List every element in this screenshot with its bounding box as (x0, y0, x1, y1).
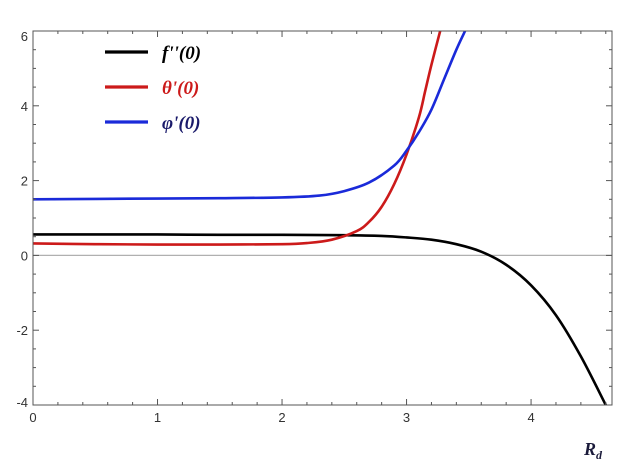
x-tick-label: 4 (527, 410, 534, 425)
x-axis-label-sub: d (596, 448, 603, 462)
x-axis-label-main: R (583, 439, 596, 459)
legend-label: f''(0) (162, 43, 201, 64)
series-group (33, 31, 608, 405)
phi-prime-line (33, 31, 467, 201)
y-tick-label: 6 (21, 29, 28, 44)
legend-item-f-double-prime: f''(0) (105, 43, 201, 64)
y-tick-label: 2 (21, 174, 28, 189)
legend-label: φ'(0) (162, 113, 201, 134)
x-axis-label: Rd (583, 439, 603, 462)
theta-prime-line (33, 31, 442, 246)
tick-labels-group: 0 1 2 3 4 -4 -2 0 2 4 6 (16, 29, 534, 425)
x-tick-label: 0 (29, 410, 36, 425)
f-double-prime-line (33, 233, 608, 405)
legend-item-theta-prime: θ'(0) (105, 78, 199, 99)
x-tick-label: 2 (278, 410, 285, 425)
legend-item-phi-prime: φ'(0) (105, 113, 201, 134)
ticks-group (32, 30, 612, 406)
y-tick-label: 4 (21, 99, 28, 114)
x-tick-label: 3 (403, 410, 410, 425)
x-tick-label: 1 (154, 410, 161, 425)
y-tick-label: 0 (21, 248, 28, 263)
y-tick-label: -2 (16, 323, 28, 338)
legend: f''(0) θ'(0) φ'(0) (105, 43, 201, 134)
legend-label: θ'(0) (162, 78, 199, 99)
y-tick-label: -4 (16, 395, 28, 410)
